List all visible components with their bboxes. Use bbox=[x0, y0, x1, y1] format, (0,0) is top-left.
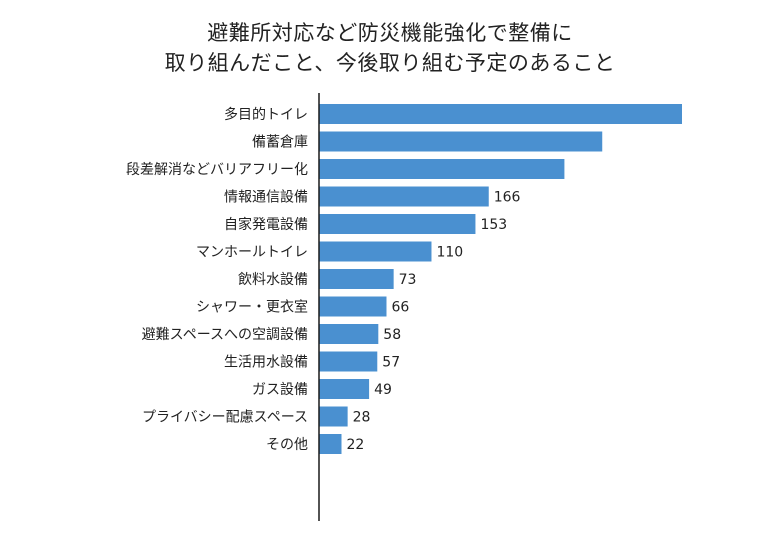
category-label-11: ガス設備 bbox=[252, 382, 308, 398]
bar-13 bbox=[319, 434, 342, 454]
value-label-8: 66 bbox=[391, 300, 409, 316]
bar-4 bbox=[319, 186, 489, 207]
bar-11 bbox=[319, 379, 370, 399]
category-label-6: マンホールトイレ bbox=[196, 245, 308, 261]
category-label-10: 生活用水設備 bbox=[224, 355, 308, 371]
value-label-10: 57 bbox=[382, 355, 400, 371]
value-label-7: 73 bbox=[399, 272, 417, 288]
category-label-13: その他 bbox=[266, 437, 308, 453]
category-label-5: 自家発電設備 bbox=[224, 216, 308, 233]
category-label-2: 備蓄倉庫 bbox=[252, 134, 308, 151]
bar-5 bbox=[319, 214, 476, 234]
chart-title-line-1: 避難所対応など防災機能強化で整備に bbox=[207, 21, 573, 45]
bar-1 bbox=[319, 104, 682, 124]
category-label-12: プライバシー配慮スペース bbox=[142, 410, 308, 426]
chart-title-line-2: 取り組んだこと、今後取り組む予定のあること bbox=[164, 51, 616, 75]
bar-2 bbox=[319, 131, 603, 152]
value-label-13: 22 bbox=[346, 437, 364, 453]
chart-title: 避難所対応など防災機能強化で整備に 取り組んだこと、今後取り組む予定のあること bbox=[0, 18, 780, 78]
bar-10 bbox=[319, 351, 378, 372]
bar-12 bbox=[319, 406, 348, 427]
value-label-12: 28 bbox=[353, 410, 371, 426]
bar-8 bbox=[319, 296, 387, 317]
bar-7 bbox=[319, 269, 394, 289]
bar-3 bbox=[319, 159, 565, 179]
bar-9 bbox=[319, 324, 379, 344]
category-label-4: 情報通信設備 bbox=[224, 190, 308, 206]
category-label-3: 段差解消などバリアフリー化 bbox=[126, 162, 308, 178]
value-label-9: 58 bbox=[383, 327, 401, 343]
category-label-7: 飲料水設備 bbox=[238, 272, 308, 288]
bar-6 bbox=[319, 241, 432, 262]
value-label-5: 153 bbox=[480, 217, 507, 233]
value-label-4: 166 bbox=[494, 190, 521, 206]
category-label-9: 避難スペースへの空調設備 bbox=[142, 327, 308, 343]
category-label-1: 多目的トイレ bbox=[224, 106, 308, 123]
value-label-11: 49 bbox=[374, 382, 392, 398]
category-label-8: シャワー・更衣室 bbox=[196, 299, 308, 316]
value-label-6: 110 bbox=[436, 245, 463, 261]
